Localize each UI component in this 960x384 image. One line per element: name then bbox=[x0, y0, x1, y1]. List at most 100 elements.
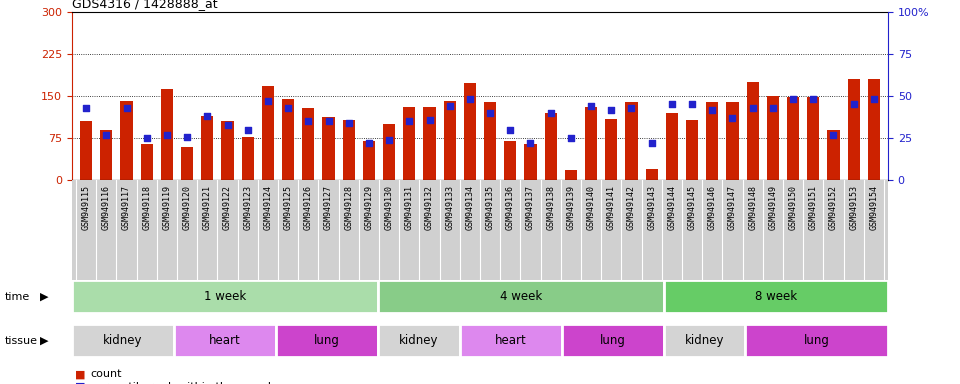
Text: kidney: kidney bbox=[104, 334, 143, 347]
Bar bbox=[727, 102, 738, 180]
Bar bbox=[460, 324, 562, 357]
Point bbox=[381, 137, 396, 143]
Point bbox=[200, 113, 215, 119]
Text: ■: ■ bbox=[75, 382, 85, 384]
Point bbox=[866, 96, 881, 103]
Point bbox=[846, 101, 861, 108]
Bar bbox=[585, 107, 597, 180]
Point bbox=[644, 140, 660, 146]
Bar bbox=[663, 324, 745, 357]
Bar bbox=[747, 82, 758, 180]
Bar bbox=[767, 96, 779, 180]
Bar bbox=[378, 324, 460, 357]
Bar bbox=[174, 324, 276, 357]
Text: ▶: ▶ bbox=[40, 291, 49, 302]
Text: count: count bbox=[90, 369, 122, 379]
Bar bbox=[161, 89, 173, 180]
Bar bbox=[181, 147, 193, 180]
Text: heart: heart bbox=[209, 334, 241, 347]
Text: ■: ■ bbox=[75, 369, 85, 379]
Text: GSM949142: GSM949142 bbox=[627, 185, 636, 230]
Bar bbox=[868, 79, 880, 180]
Bar bbox=[562, 324, 663, 357]
Point bbox=[401, 118, 417, 124]
Text: 1 week: 1 week bbox=[204, 290, 246, 303]
Point bbox=[220, 122, 235, 128]
Bar bbox=[222, 121, 233, 180]
Bar bbox=[745, 324, 888, 357]
Text: GSM949132: GSM949132 bbox=[425, 185, 434, 230]
Text: GSM949120: GSM949120 bbox=[182, 185, 192, 230]
Text: ▶: ▶ bbox=[40, 336, 49, 346]
Point bbox=[543, 110, 559, 116]
Text: lung: lung bbox=[804, 334, 829, 347]
Text: GSM949144: GSM949144 bbox=[667, 185, 677, 230]
Text: GSM949151: GSM949151 bbox=[808, 185, 818, 230]
Bar bbox=[302, 108, 314, 180]
Text: tissue: tissue bbox=[5, 336, 37, 346]
Text: GSM949126: GSM949126 bbox=[303, 185, 313, 230]
Point bbox=[240, 127, 255, 133]
Bar bbox=[787, 97, 799, 180]
Bar bbox=[605, 119, 617, 180]
Point bbox=[260, 98, 276, 104]
Bar bbox=[666, 113, 678, 180]
Text: GSM949150: GSM949150 bbox=[788, 185, 798, 230]
Text: GSM949153: GSM949153 bbox=[850, 185, 858, 230]
Text: GSM949148: GSM949148 bbox=[748, 185, 757, 230]
Bar bbox=[202, 116, 213, 180]
Point bbox=[139, 135, 155, 141]
Text: 4 week: 4 week bbox=[499, 290, 542, 303]
Text: kidney: kidney bbox=[684, 334, 724, 347]
Bar bbox=[141, 144, 153, 180]
Point bbox=[79, 105, 94, 111]
Text: GSM949133: GSM949133 bbox=[445, 185, 454, 230]
Text: GSM949117: GSM949117 bbox=[122, 185, 131, 230]
Point bbox=[503, 127, 518, 133]
Bar bbox=[363, 141, 375, 180]
Text: GSM949134: GSM949134 bbox=[466, 185, 474, 230]
Text: lung: lung bbox=[600, 334, 626, 347]
Bar bbox=[276, 324, 378, 357]
Point bbox=[765, 105, 780, 111]
Point bbox=[584, 103, 599, 109]
Text: GSM949146: GSM949146 bbox=[708, 185, 717, 230]
Bar bbox=[646, 169, 658, 180]
Bar bbox=[343, 120, 355, 180]
Bar bbox=[564, 170, 577, 180]
Point bbox=[99, 132, 114, 138]
Point bbox=[785, 96, 801, 103]
Point bbox=[442, 103, 457, 109]
Point bbox=[421, 117, 437, 123]
Bar bbox=[120, 101, 132, 180]
Text: GSM949121: GSM949121 bbox=[203, 185, 212, 230]
Bar bbox=[828, 130, 840, 180]
Text: GSM949130: GSM949130 bbox=[385, 185, 394, 230]
Text: GSM949139: GSM949139 bbox=[566, 185, 575, 230]
Point bbox=[280, 105, 296, 111]
Point bbox=[180, 134, 195, 140]
Text: GSM949129: GSM949129 bbox=[365, 185, 373, 230]
Bar bbox=[807, 97, 819, 180]
Point bbox=[564, 135, 579, 141]
Text: time: time bbox=[5, 291, 30, 302]
Bar bbox=[262, 86, 274, 180]
Text: GSM949124: GSM949124 bbox=[263, 185, 273, 230]
Point bbox=[341, 120, 356, 126]
Bar bbox=[707, 102, 718, 180]
Text: GSM949138: GSM949138 bbox=[546, 185, 555, 230]
Bar bbox=[100, 130, 112, 180]
Point bbox=[805, 96, 821, 103]
Text: lung: lung bbox=[314, 334, 340, 347]
Bar bbox=[282, 99, 294, 180]
Text: 8 week: 8 week bbox=[755, 290, 797, 303]
Text: GSM949136: GSM949136 bbox=[506, 185, 515, 230]
Point bbox=[300, 118, 316, 124]
Bar bbox=[242, 137, 253, 180]
Bar bbox=[625, 102, 637, 180]
Point bbox=[462, 96, 477, 103]
Text: kidney: kidney bbox=[399, 334, 439, 347]
Text: GSM949141: GSM949141 bbox=[607, 185, 615, 230]
Text: GSM949127: GSM949127 bbox=[324, 185, 333, 230]
Text: GSM949143: GSM949143 bbox=[647, 185, 657, 230]
